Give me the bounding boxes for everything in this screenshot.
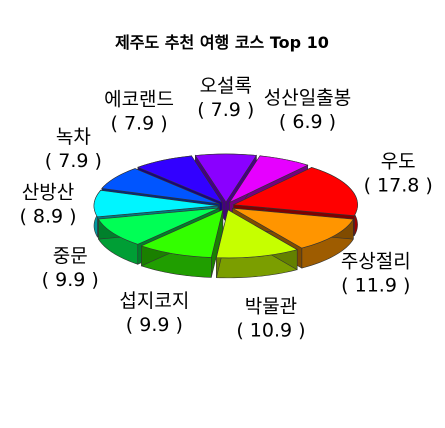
pie-slice-9 — [216, 209, 298, 279]
slice-value-label-1: ( 17.8 ) — [364, 175, 433, 197]
pie-slice-top — [216, 209, 298, 259]
chart-title: 제주도 추천 여행 코스 Top 10 — [115, 33, 329, 52]
slice-value-label-10: ( 11.9 ) — [341, 275, 410, 297]
slice-label-10: 주상절리 — [341, 251, 411, 273]
pie-slice-top — [228, 155, 309, 204]
pie-slice-top — [97, 207, 220, 245]
slice-label-8: 섭지코지 — [119, 290, 189, 312]
pie-slice-top — [232, 167, 358, 216]
slices-layer — [93, 153, 358, 279]
pie-slice-8 — [140, 209, 224, 278]
slice-value-label-8: ( 9.9 ) — [126, 314, 183, 336]
slice-label-5: 녹차 — [56, 126, 91, 148]
slice-value-label-9: ( 10.9 ) — [236, 320, 305, 342]
slice-label-3: 오설록 — [200, 75, 252, 97]
pie-slice-top — [101, 168, 220, 205]
pie-slice-top — [140, 209, 224, 258]
slice-label-1: 우도 — [381, 151, 416, 173]
slice-value-label-6: ( 8.9 ) — [19, 206, 76, 228]
slice-value-label-7: ( 9.9 ) — [42, 269, 99, 291]
slice-value-label-2: ( 6.9 ) — [279, 111, 336, 133]
labels-layer: 우도( 17.8 )성산일출봉( 6.9 )오설록( 7.9 )에코랜드( 7.… — [19, 75, 432, 342]
pie-slice-top — [232, 207, 354, 249]
slice-value-label-4: ( 7.9 ) — [111, 113, 168, 135]
slice-label-2: 성산일출봉 — [264, 87, 351, 109]
slice-label-6: 산방산 — [22, 182, 74, 204]
pie-slice-top — [93, 190, 219, 218]
slice-value-label-3: ( 7.9 ) — [197, 99, 254, 121]
slice-label-7: 중문 — [53, 245, 88, 267]
slice-label-9: 박물관 — [245, 296, 297, 318]
slice-value-label-5: ( 7.9 ) — [45, 150, 102, 172]
slice-label-4: 에코랜드 — [104, 89, 174, 111]
pie-slice-top — [194, 153, 257, 203]
pie-slice-top — [137, 155, 223, 204]
